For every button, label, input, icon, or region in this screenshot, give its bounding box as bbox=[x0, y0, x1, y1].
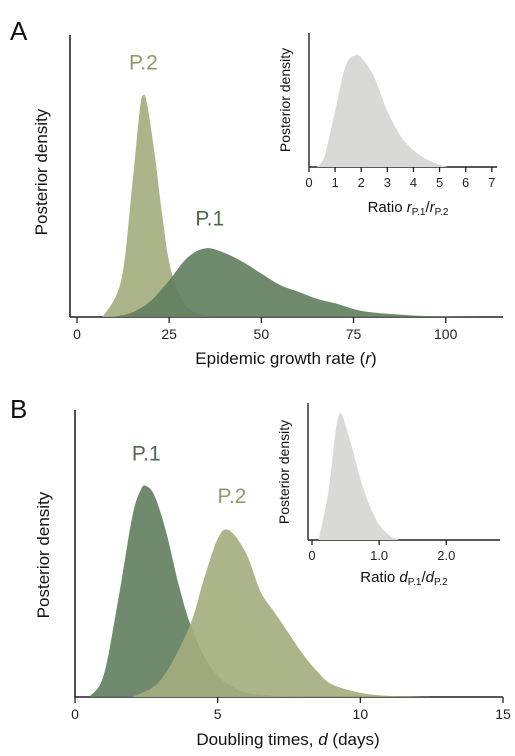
panel-a-area-p2 bbox=[102, 94, 225, 318]
panel-a-inset-x-tick-label: 0 bbox=[305, 175, 312, 190]
panel-a: A 0 25 50 75 100 P.2P.1 Posterior density Ep… bbox=[10, 16, 503, 368]
panel-a-inset-x-tick-label: 6 bbox=[462, 175, 469, 190]
panel-b-inset-area-density bbox=[318, 412, 400, 540]
panel-b-x-tick-label: 5 bbox=[214, 706, 222, 722]
panel-b-inset-x-tick-label: 0 bbox=[308, 548, 315, 563]
panel-b-area-p1 bbox=[89, 485, 304, 697]
panel-a-series-label-p2: P.2 bbox=[129, 52, 158, 75]
panel-b-x-tick-label: 10 bbox=[353, 706, 369, 722]
panel-a-inset-x-tick-label: 5 bbox=[436, 175, 443, 190]
panel-b-x-tick-label: 0 bbox=[71, 706, 79, 722]
panel-a-density-areas bbox=[102, 94, 483, 318]
panel-a-inset-area-density bbox=[316, 54, 448, 167]
panel-b-inset-x-ticks: 0 1.0 2.0 bbox=[308, 540, 455, 563]
panel-a-inset-x-tick-label: 3 bbox=[384, 175, 391, 190]
panel-a-inset-x-ticks: 0 1 2 3 4 5 6 7 bbox=[305, 167, 495, 190]
panel-a-series-labels: P.2 P.1 bbox=[129, 52, 224, 231]
panel-a-x-tick-label: 75 bbox=[346, 326, 362, 342]
panel-a-inset-density bbox=[316, 54, 448, 167]
panel-b-series-label-p1: P.1 bbox=[132, 443, 161, 466]
panel-b-inset-y-label: Posterior density bbox=[276, 420, 292, 524]
panel-b-area-p2 bbox=[132, 529, 432, 697]
panel-a-y-label: Posterior density bbox=[32, 108, 51, 235]
panel-b-inset-x-tick-label: 1.0 bbox=[370, 548, 388, 563]
panel-b-inset-x-label: Ratio dP.1/dP.2 bbox=[360, 569, 448, 588]
panel-a-x-tick-label: 25 bbox=[161, 326, 177, 342]
panel-b-letter: B bbox=[10, 394, 27, 424]
panel-b-x-label: Doubling times, d (days) bbox=[196, 730, 379, 749]
panel-b-inset-density bbox=[318, 412, 400, 540]
panel-b-inset-x-tick-label: 2.0 bbox=[437, 548, 455, 563]
panel-b-x-ticks: 0 5 10 15 bbox=[71, 697, 511, 722]
panel-b: B 0 5 10 15 P.1 P.2 Posterior density Doubli… bbox=[10, 394, 511, 749]
panel-b-x-tick-label: 15 bbox=[495, 706, 511, 722]
panel-b-y-label: Posterior density bbox=[34, 491, 53, 618]
panel-b-series-label-p2: P.2 bbox=[218, 485, 247, 508]
panel-a-x-tick-label: 0 bbox=[73, 326, 81, 342]
panel-a-series-label-p1: P.1 bbox=[195, 207, 224, 230]
panel-a-x-label: Epidemic growth rate (r) bbox=[195, 349, 376, 368]
panel-b-density-areas bbox=[89, 485, 432, 697]
panel-a-inset-x-label: Ratio rP.1/rP.2 bbox=[368, 199, 449, 218]
panel-a-inset-x-tick-label: 1 bbox=[331, 175, 338, 190]
panel-a-inset-x-tick-label: 2 bbox=[358, 175, 365, 190]
panel-a-inset-x-tick-label: 4 bbox=[410, 175, 417, 190]
panel-b-series-labels: P.1 P.2 bbox=[132, 443, 246, 508]
panel-a-inset-x-tick-label: 7 bbox=[488, 175, 495, 190]
panel-a-x-tick-label: 100 bbox=[434, 326, 458, 342]
panel-a-area-p1 bbox=[113, 248, 483, 317]
panel-a-inset-y-label: Posterior density bbox=[277, 48, 293, 152]
panel-a-letter: A bbox=[10, 16, 28, 46]
panel-a-x-tick-label: 50 bbox=[254, 326, 270, 342]
panel-a-x-ticks: 0 25 50 75 100 bbox=[73, 317, 458, 342]
